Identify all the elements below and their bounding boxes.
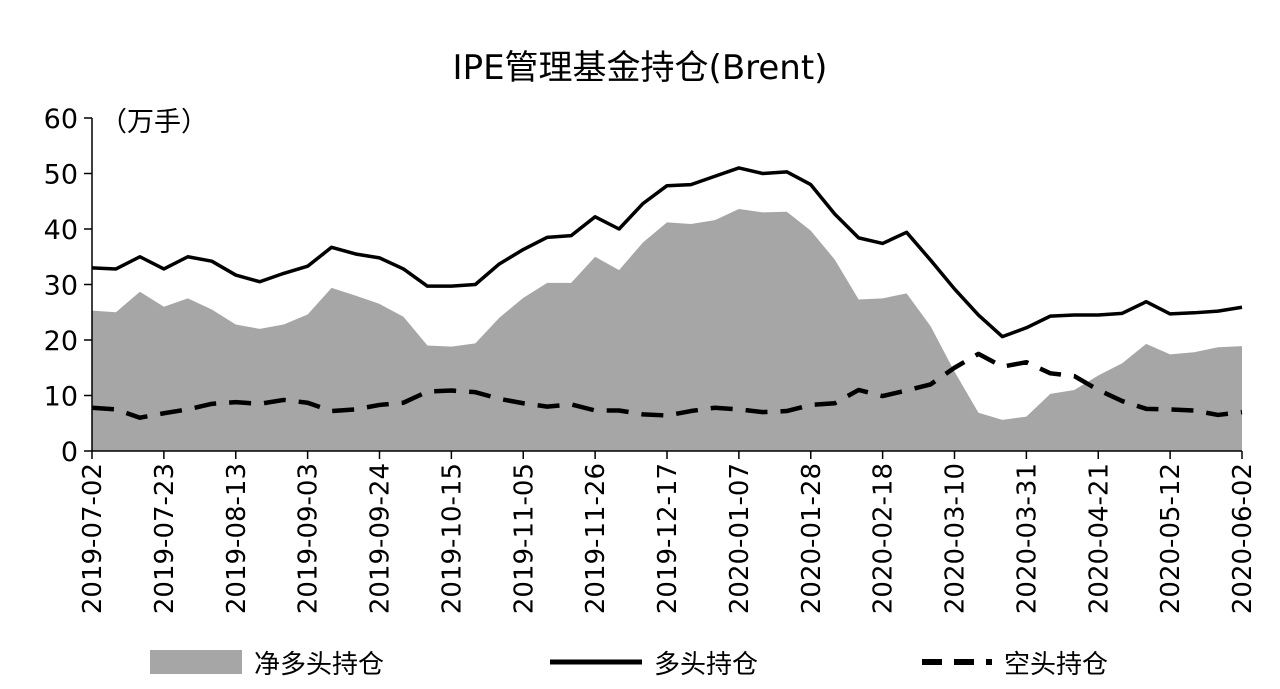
y-tick-label: 40 — [44, 215, 78, 246]
x-tick-label: 2019-07-02 — [78, 463, 108, 614]
legend-item-short: 空头持仓 — [922, 644, 1108, 680]
y-axis-unit-label: （万手） — [100, 107, 208, 138]
legend-swatch-dashed — [922, 659, 992, 665]
chart-title: IPE管理基金持仓(Brent) — [452, 48, 828, 88]
legend-label-short: 空头持仓 — [1004, 649, 1109, 680]
net-long-area — [92, 209, 1242, 451]
legend-item-long: 多头持仓 — [550, 644, 758, 680]
x-tick-label: 2019-11-26 — [581, 463, 611, 614]
x-tick-label: 2020-03-10 — [941, 463, 971, 614]
legend-swatch-area — [150, 650, 242, 674]
x-tick-label: 2020-01-07 — [725, 463, 755, 614]
x-tick-label: 2019-11-05 — [509, 463, 539, 614]
x-tick-label: 2020-05-12 — [1156, 463, 1186, 614]
net-long-area-layer — [92, 209, 1242, 451]
x-tick-label: 2020-01-28 — [797, 463, 827, 614]
axes-layer — [84, 117, 1243, 459]
x-tick-label: 2019-09-24 — [366, 463, 396, 614]
x-tick-label: 2019-08-13 — [222, 463, 252, 614]
y-tick-label: 20 — [44, 326, 78, 357]
legend-label-net-long: 净多头持仓 — [254, 649, 385, 680]
x-tick-label: 2019-07-23 — [150, 463, 180, 614]
x-tick-label: 2019-10-15 — [437, 463, 467, 614]
x-tick-label: 2020-03-31 — [1012, 463, 1042, 614]
y-tick-label: 30 — [44, 271, 78, 302]
x-tick-label: 2020-06-02 — [1228, 463, 1258, 614]
x-tick-label: 2019-09-03 — [294, 463, 324, 614]
x-tick-label: 2019-12-17 — [653, 463, 683, 614]
y-tick-labels: 0 10 20 30 40 50 60 — [44, 104, 78, 468]
x-tick-label: 2020-02-18 — [869, 463, 899, 614]
x-tick-label: 2020-04-21 — [1084, 463, 1114, 614]
legend-label-long: 多头持仓 — [654, 649, 759, 680]
legend-swatch-line — [550, 659, 642, 665]
x-tick-labels: 2019-07-02 2019-07-23 2019-08-13 2019-09-03… — [78, 463, 1258, 614]
y-tick-label: 10 — [44, 382, 78, 413]
y-tick-label: 60 — [44, 104, 78, 135]
short-position-line — [91, 351, 1243, 420]
legend-swatch-area-rect — [150, 650, 242, 674]
y-tick-label: 0 — [61, 437, 78, 468]
long-position-line — [91, 166, 1243, 339]
legend-item-net-long: 净多头持仓 — [150, 644, 384, 680]
short-line-layer — [91, 351, 1243, 420]
long-line-layer — [91, 166, 1243, 339]
y-tick-label: 50 — [44, 160, 78, 191]
